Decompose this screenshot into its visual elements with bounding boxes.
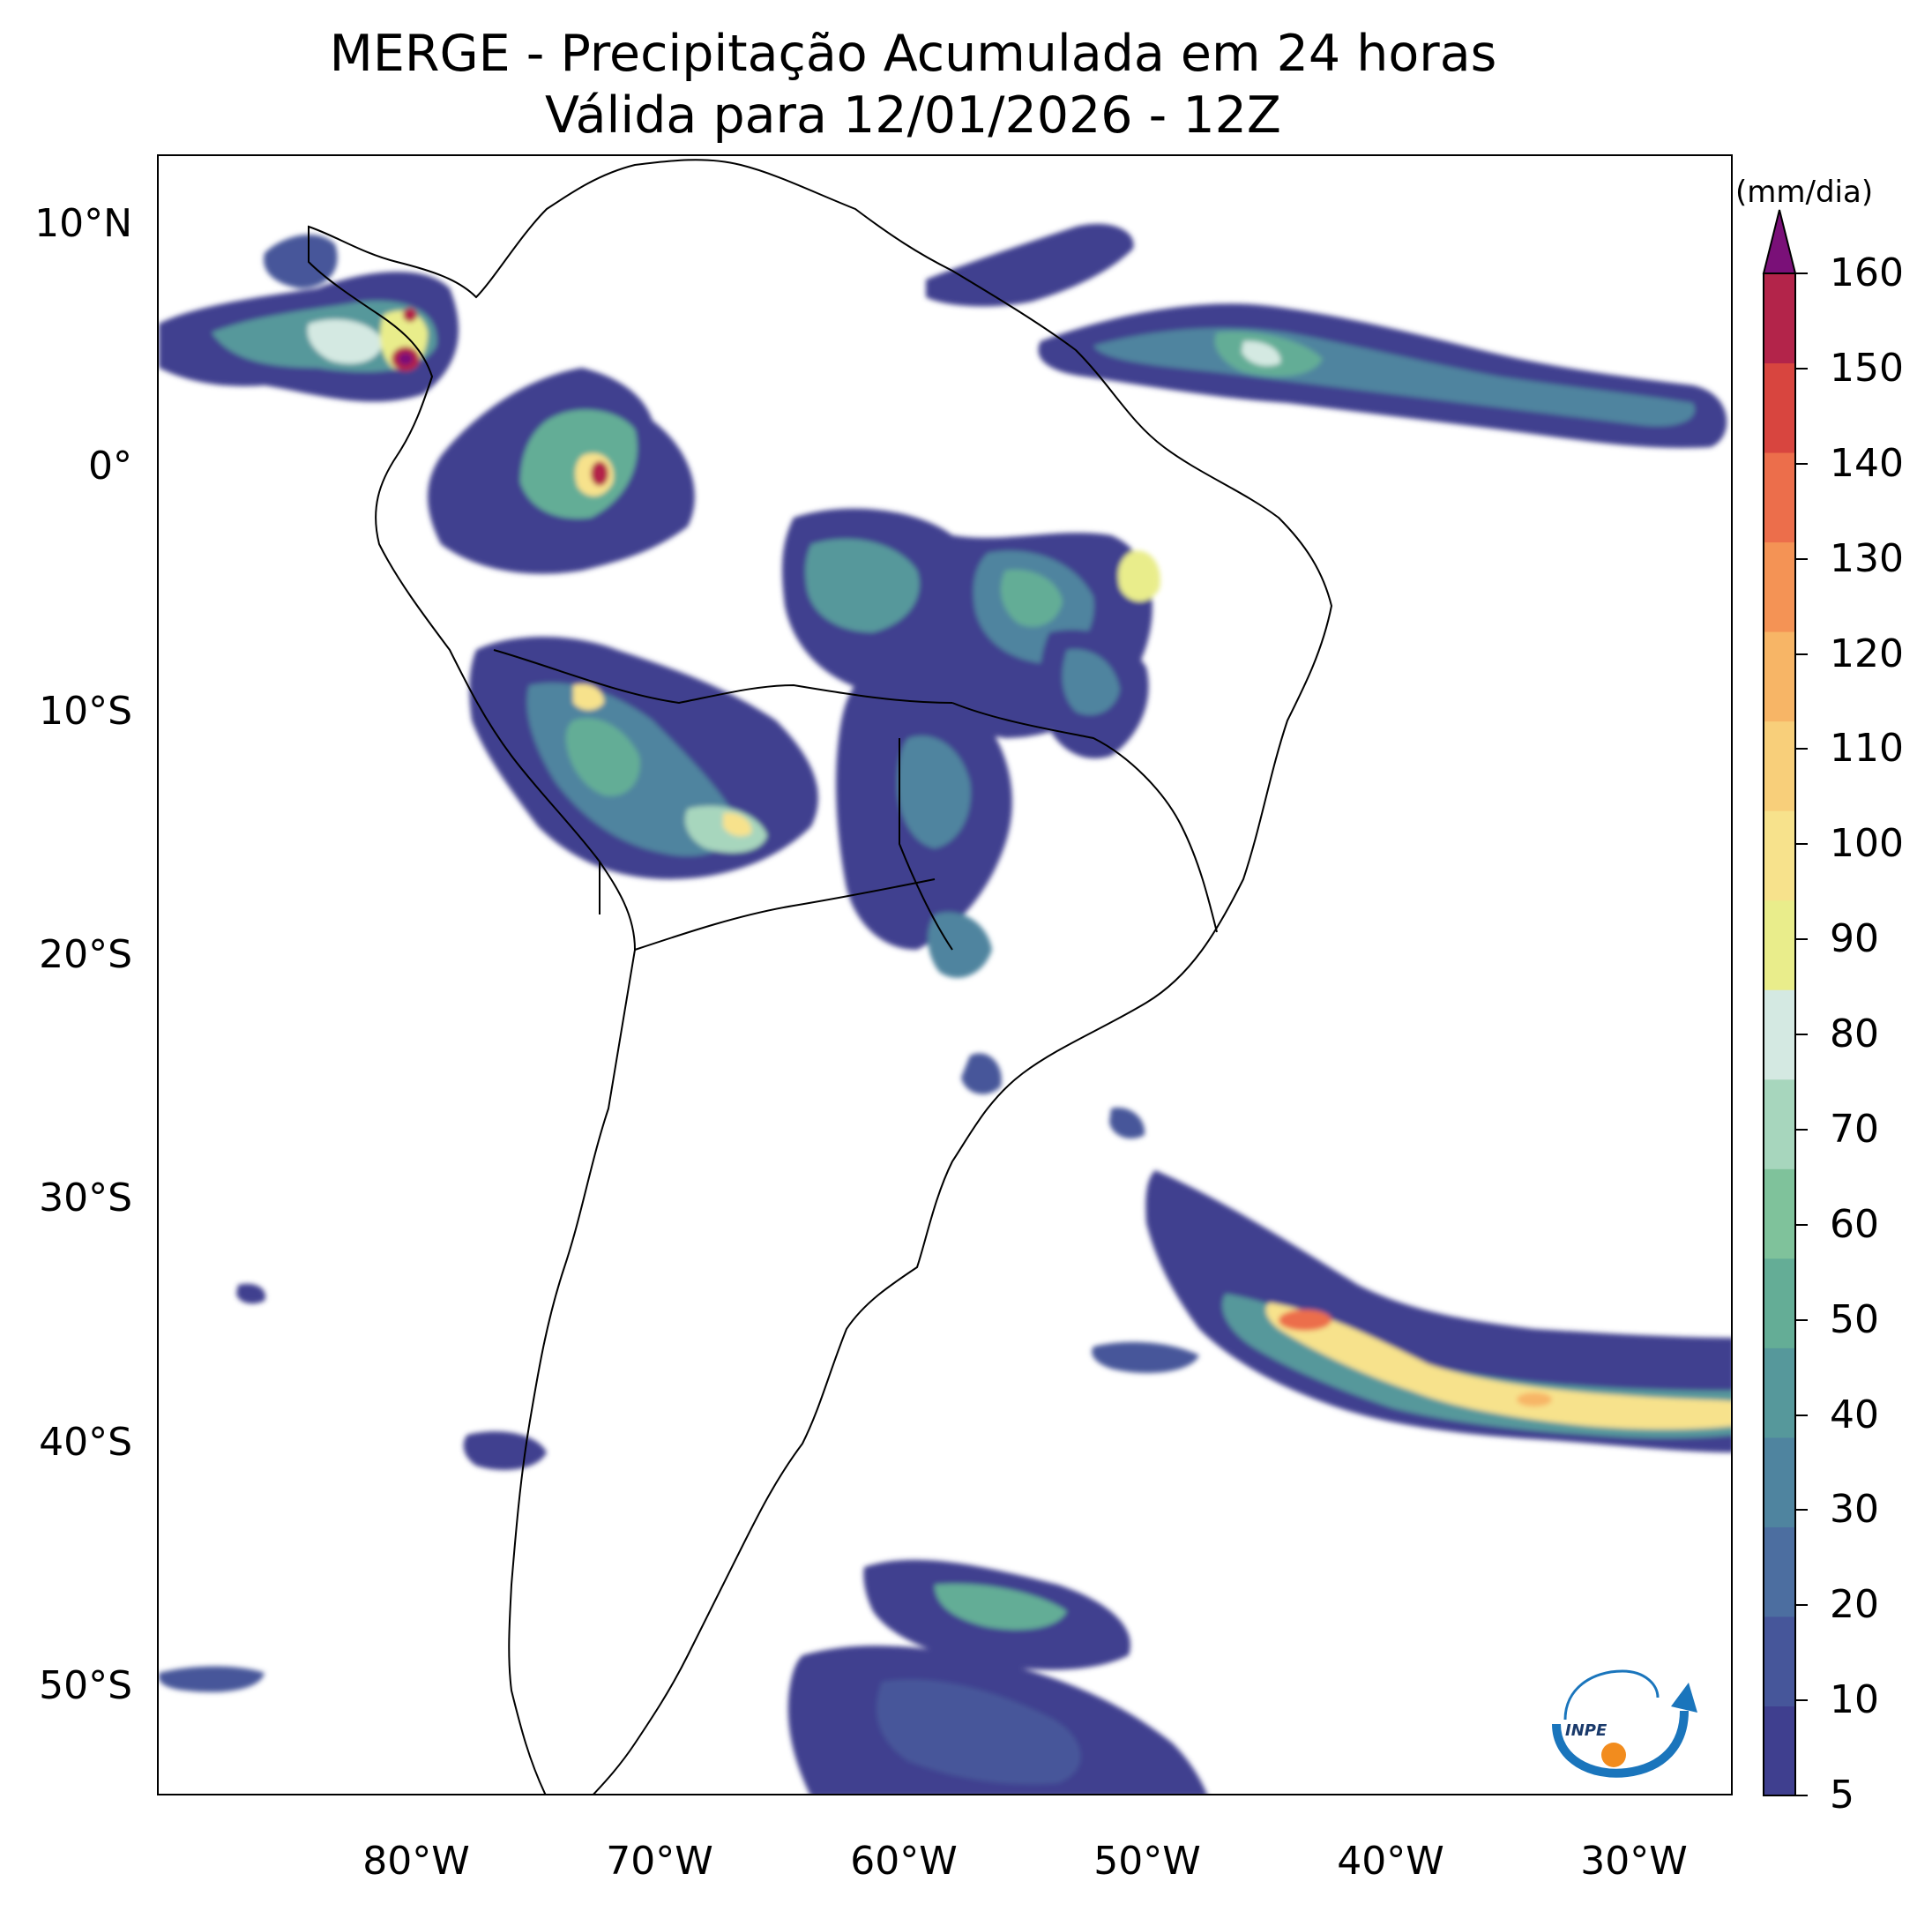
colorbar-label: 5	[1830, 1773, 1854, 1818]
lon-label-70w: 70°W	[606, 1839, 713, 1884]
colorbar-tick	[1795, 938, 1808, 941]
precipitation-layer	[159, 223, 1731, 1794]
lat-label-20s: 20°S	[39, 932, 132, 977]
logo-text: INPE	[1565, 1721, 1608, 1740]
colorbar-segment	[1764, 900, 1795, 990]
colorbar-segment	[1764, 1527, 1795, 1617]
colorbar-label: 130	[1830, 535, 1904, 581]
colorbar-label: 80	[1830, 1011, 1879, 1056]
colorbar-label: 70	[1830, 1106, 1879, 1152]
colorbar-tick	[1795, 1034, 1808, 1035]
colorbar-tick	[1795, 1223, 1808, 1226]
lon-label-60w: 60°W	[850, 1839, 958, 1884]
colorbar-segment	[1764, 631, 1795, 722]
colorbar-tick	[1795, 1604, 1808, 1607]
colorbar-tick	[1795, 462, 1808, 465]
colorbar-extend-arrow	[1762, 209, 1797, 274]
colorbar-segment	[1764, 1706, 1795, 1796]
colorbar-segment	[1764, 810, 1795, 901]
colorbar-tick	[1795, 1509, 1808, 1512]
colorbar-tick	[1795, 843, 1808, 846]
colorbar-label: 100	[1830, 821, 1904, 867]
lat-label-10n: 10°N	[34, 201, 132, 246]
lon-label-50w: 50°W	[1093, 1839, 1201, 1884]
lon-label-30w: 30°W	[1580, 1839, 1688, 1884]
colorbar-label: 120	[1830, 631, 1904, 676]
colorbar-label: 90	[1830, 916, 1879, 962]
colorbar-segment	[1764, 452, 1795, 543]
colorbar-label: 20	[1830, 1582, 1879, 1628]
colorbar-tick	[1795, 1128, 1808, 1131]
colorbar-tick	[1795, 557, 1808, 560]
colorbar-segment	[1764, 1079, 1795, 1169]
colorbar-tick	[1795, 1795, 1808, 1796]
colorbar-label: 110	[1830, 726, 1904, 772]
lat-label-50s: 50°S	[39, 1663, 132, 1708]
colorbar-tick	[1795, 1414, 1808, 1416]
colorbar-tick	[1795, 272, 1808, 274]
colorbar-segment	[1764, 989, 1795, 1080]
colorbar-label: 10	[1830, 1677, 1879, 1723]
lat-label-10s: 10°S	[39, 689, 132, 734]
colorbar-label: 30	[1830, 1487, 1879, 1533]
colorbar-label: 60	[1830, 1201, 1879, 1247]
colorbar	[1762, 209, 1797, 1796]
colorbar-tick	[1795, 367, 1808, 370]
lat-label-40s: 40°S	[39, 1420, 132, 1465]
colorbar-segment	[1764, 273, 1795, 364]
inpe-logo: INPE	[1552, 1669, 1697, 1778]
colorbar-segment	[1764, 1258, 1795, 1348]
map-svg	[159, 159, 1731, 1794]
colorbar-tick	[1795, 1699, 1808, 1702]
map-panel	[157, 154, 1733, 1795]
colorbar-tick	[1795, 653, 1808, 655]
land-outlines	[308, 159, 1333, 1794]
colorbar-label: 40	[1830, 1392, 1879, 1437]
lat-label-0: 0°	[88, 444, 132, 489]
lon-label-40w: 40°W	[1337, 1839, 1444, 1884]
colorbar-segment	[1764, 1168, 1795, 1259]
colorbar-segment	[1764, 362, 1795, 453]
colorbar-label: 50	[1830, 1296, 1879, 1342]
colorbar-label: 140	[1830, 440, 1904, 486]
colorbar-tick	[1795, 1318, 1808, 1321]
colorbar-segment	[1764, 1347, 1795, 1438]
colorbar-unit: (mm/dia)	[1735, 175, 1874, 210]
colorbar-segment	[1764, 541, 1795, 632]
colorbar-segment	[1764, 1437, 1795, 1527]
colorbar-label: 150	[1830, 345, 1904, 391]
map-subtitle: Válida para 12/01/2026 - 12Z	[545, 86, 1281, 145]
colorbar-segment	[1764, 720, 1795, 811]
map-title: MERGE - Precipitação Acumulada em 24 hor…	[329, 25, 1497, 83]
colorbar-segment	[1764, 1616, 1795, 1706]
colorbar-tick	[1795, 748, 1808, 750]
lon-label-80w: 80°W	[362, 1839, 470, 1884]
colorbar-label: 160	[1830, 250, 1904, 295]
lat-label-30s: 30°S	[39, 1176, 132, 1221]
